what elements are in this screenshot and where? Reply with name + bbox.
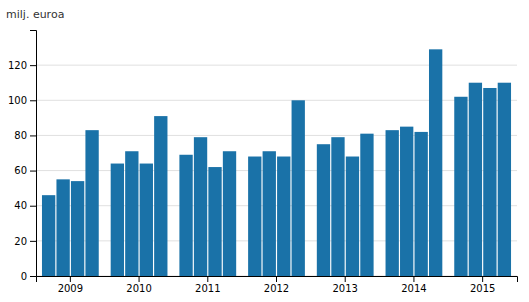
- plot: 0204060801001202009201020112012201320142…: [6, 8, 518, 294]
- tick-label: 80: [14, 130, 27, 141]
- tick-label: 2012: [264, 283, 289, 294]
- bar: [223, 151, 236, 276]
- bar: [263, 151, 276, 276]
- bar: [360, 134, 373, 276]
- tick-label: 2013: [332, 283, 357, 294]
- bar: [415, 132, 428, 276]
- grid-line: [36, 135, 517, 136]
- tick: 2015: [470, 276, 495, 294]
- bar: [498, 83, 511, 276]
- tick-mark: [413, 276, 414, 282]
- tick-mark: [30, 135, 36, 136]
- tick: 2013: [332, 276, 357, 294]
- tick: 2012: [264, 276, 289, 294]
- bar: [42, 195, 55, 276]
- tick-mark: [30, 206, 36, 207]
- bar: [292, 100, 305, 276]
- tick-mark: [30, 171, 36, 172]
- tick-mark: [30, 241, 36, 242]
- tick-label: 40: [14, 200, 27, 211]
- bar: [194, 137, 207, 276]
- tick: 0: [21, 271, 36, 282]
- tick-mark: [70, 276, 71, 282]
- tick-mark: [276, 276, 277, 282]
- bar: [248, 157, 261, 276]
- tick-label: 100: [8, 95, 27, 106]
- bar: [71, 181, 84, 276]
- tick-mark: [345, 276, 346, 282]
- grid: [36, 65, 517, 276]
- tick: 2011: [195, 276, 220, 294]
- bars: [42, 49, 511, 276]
- tick: 2009: [58, 276, 83, 294]
- bar: [386, 130, 399, 276]
- chart: 0204060801001202009201020112012201320142…: [0, 0, 529, 302]
- tick-label: 120: [8, 60, 27, 71]
- bar: [317, 144, 330, 276]
- tick: 80: [14, 130, 36, 141]
- bar: [469, 83, 482, 276]
- grid-line: [36, 205, 517, 206]
- axis-title: milj. euroa: [6, 8, 64, 21]
- tick-mark: [207, 276, 208, 282]
- tick-mark: [139, 276, 140, 282]
- bar: [140, 164, 153, 276]
- grid-line: [36, 170, 517, 171]
- tick: 2010: [126, 276, 151, 294]
- tick-label: 0: [21, 271, 27, 282]
- tick-label: 20: [14, 236, 27, 247]
- bar: [277, 157, 290, 276]
- tick-mark: [30, 100, 36, 101]
- tick-mark: [30, 65, 36, 66]
- tick: 60: [14, 165, 36, 176]
- bar: [111, 164, 124, 276]
- grid-line: [36, 65, 517, 66]
- bar: [400, 127, 413, 276]
- tick: 2014: [401, 276, 426, 294]
- grid-line: [36, 100, 517, 101]
- tick-label: 2010: [126, 283, 151, 294]
- tick-mark: [30, 276, 36, 277]
- bar: [346, 157, 359, 276]
- bar: [483, 88, 496, 276]
- bar: [454, 97, 467, 276]
- tick-label: 2011: [195, 283, 220, 294]
- bar: [331, 137, 344, 276]
- x-axis: 2009 2010 2011 2012 2013 2014 2015: [37, 276, 518, 294]
- axis-line: [37, 277, 518, 283]
- tick-label: 2009: [58, 283, 83, 294]
- y-axis: 0 20 40 60 80 100 120: [8, 31, 37, 282]
- tick: 40: [14, 200, 36, 211]
- bar: [85, 130, 98, 276]
- bar: [179, 155, 192, 276]
- bar: [154, 116, 167, 276]
- tick: 120: [8, 60, 36, 71]
- bar: [208, 167, 221, 276]
- tick: 100: [8, 95, 36, 106]
- bar: [125, 151, 138, 276]
- grid-line: [36, 240, 517, 241]
- tick: 20: [14, 236, 36, 247]
- tick-mark: [482, 276, 483, 282]
- tick-label: 2014: [401, 283, 426, 294]
- bar: [56, 179, 69, 276]
- axis-line: [30, 31, 37, 277]
- bar: [429, 49, 442, 276]
- tick-label: 2015: [470, 283, 495, 294]
- tick-label: 60: [14, 165, 27, 176]
